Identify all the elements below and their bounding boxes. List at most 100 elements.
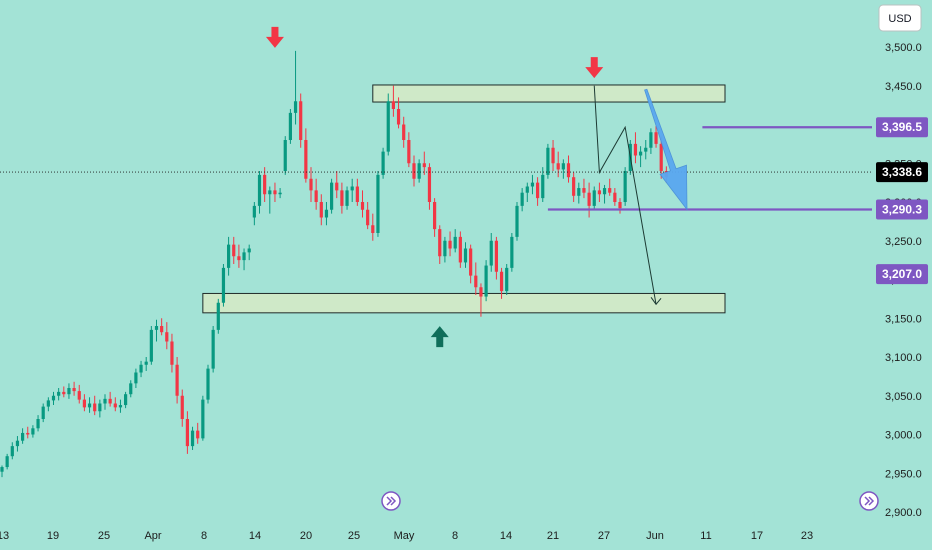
candle-body bbox=[427, 167, 432, 202]
candle-body bbox=[608, 188, 612, 193]
candle-body bbox=[618, 202, 622, 209]
candle-body bbox=[57, 391, 61, 396]
candle bbox=[407, 132, 411, 168]
candle-body bbox=[381, 151, 385, 175]
candle bbox=[536, 177, 540, 206]
projection-arrowhead bbox=[650, 297, 662, 306]
candle-body bbox=[190, 430, 195, 447]
candle-body bbox=[494, 240, 498, 272]
candle-body bbox=[237, 256, 241, 261]
candle bbox=[319, 194, 323, 226]
candle bbox=[510, 233, 514, 272]
candle bbox=[304, 128, 308, 183]
candle bbox=[422, 151, 426, 175]
candle-body bbox=[309, 178, 313, 191]
candle bbox=[412, 155, 416, 187]
candle bbox=[309, 167, 313, 202]
candle-body bbox=[21, 432, 25, 441]
candle bbox=[242, 248, 246, 271]
candle-body bbox=[221, 267, 226, 303]
candle bbox=[10, 442, 14, 460]
candle bbox=[433, 198, 437, 237]
candle bbox=[0, 465, 4, 478]
y-tick-label: 3,050.0 bbox=[885, 391, 922, 403]
candle-body bbox=[644, 147, 648, 152]
y-tick-label: 3,150.0 bbox=[885, 313, 922, 325]
candle-body bbox=[247, 248, 251, 253]
candle bbox=[484, 260, 488, 302]
candle-body bbox=[232, 244, 236, 257]
candle-body bbox=[613, 192, 617, 202]
candle bbox=[51, 391, 56, 406]
candle bbox=[98, 399, 102, 418]
candle bbox=[345, 186, 349, 210]
candle bbox=[505, 264, 509, 295]
candle-body bbox=[257, 174, 262, 206]
candle bbox=[5, 453, 9, 470]
candle-body bbox=[283, 140, 287, 171]
candle-body bbox=[577, 188, 581, 196]
x-tick-label: 25 bbox=[348, 530, 360, 542]
candle-body bbox=[360, 202, 365, 210]
candle bbox=[252, 202, 256, 226]
candle bbox=[396, 97, 401, 129]
candle bbox=[124, 391, 128, 409]
candle bbox=[288, 109, 292, 144]
projection-path bbox=[593, 85, 657, 305]
price-tag-box bbox=[876, 264, 928, 285]
candle bbox=[633, 132, 638, 164]
y-tick-label: 3,000.0 bbox=[885, 430, 922, 442]
candle bbox=[417, 159, 421, 183]
candle bbox=[597, 182, 601, 202]
candle-body bbox=[556, 163, 560, 170]
candle bbox=[299, 93, 303, 148]
candle-body bbox=[525, 186, 529, 193]
candle bbox=[180, 389, 184, 427]
candle bbox=[649, 128, 653, 154]
candle-body bbox=[26, 432, 30, 435]
candle-body bbox=[448, 240, 452, 249]
candle-body bbox=[67, 388, 71, 395]
x-tick-label: 23 bbox=[801, 530, 813, 542]
candle-body bbox=[134, 372, 138, 384]
candle-body bbox=[31, 428, 35, 435]
candle-body bbox=[371, 225, 375, 233]
candle-body bbox=[206, 368, 210, 400]
candle bbox=[190, 426, 195, 450]
candle bbox=[247, 244, 251, 261]
candle-body bbox=[62, 391, 66, 395]
arrow-up-marker bbox=[430, 326, 449, 348]
candle bbox=[93, 395, 97, 416]
y-tick-label: 2,900.0 bbox=[885, 507, 922, 519]
candle-body bbox=[201, 399, 205, 439]
candle bbox=[654, 126, 658, 148]
x-tick-label: 17 bbox=[751, 530, 763, 542]
candle-body bbox=[463, 248, 468, 263]
candle-body bbox=[10, 446, 14, 457]
candle bbox=[129, 380, 133, 398]
candle bbox=[144, 357, 148, 371]
candle-body bbox=[216, 302, 220, 330]
candle bbox=[268, 186, 272, 214]
candle bbox=[113, 397, 117, 412]
candle-body bbox=[376, 174, 380, 233]
goto-realtime-icon[interactable] bbox=[381, 491, 401, 511]
candle-body bbox=[412, 163, 416, 179]
candle-body bbox=[160, 326, 164, 333]
candle-body bbox=[536, 182, 540, 199]
candle-body bbox=[479, 287, 483, 297]
candle-body bbox=[15, 440, 20, 447]
candle-body bbox=[98, 403, 102, 412]
candle bbox=[469, 244, 473, 284]
currency-button[interactable]: USD bbox=[878, 4, 922, 32]
candle bbox=[196, 422, 200, 444]
scroll-right-icon[interactable] bbox=[859, 491, 879, 511]
x-tick-label: 25 bbox=[98, 530, 110, 542]
candle bbox=[551, 140, 555, 171]
candle-body bbox=[175, 364, 179, 396]
candle-body bbox=[458, 236, 462, 263]
candle-body bbox=[510, 236, 514, 268]
candle bbox=[77, 384, 81, 404]
candle-body bbox=[304, 140, 308, 179]
candle-body bbox=[602, 188, 607, 195]
